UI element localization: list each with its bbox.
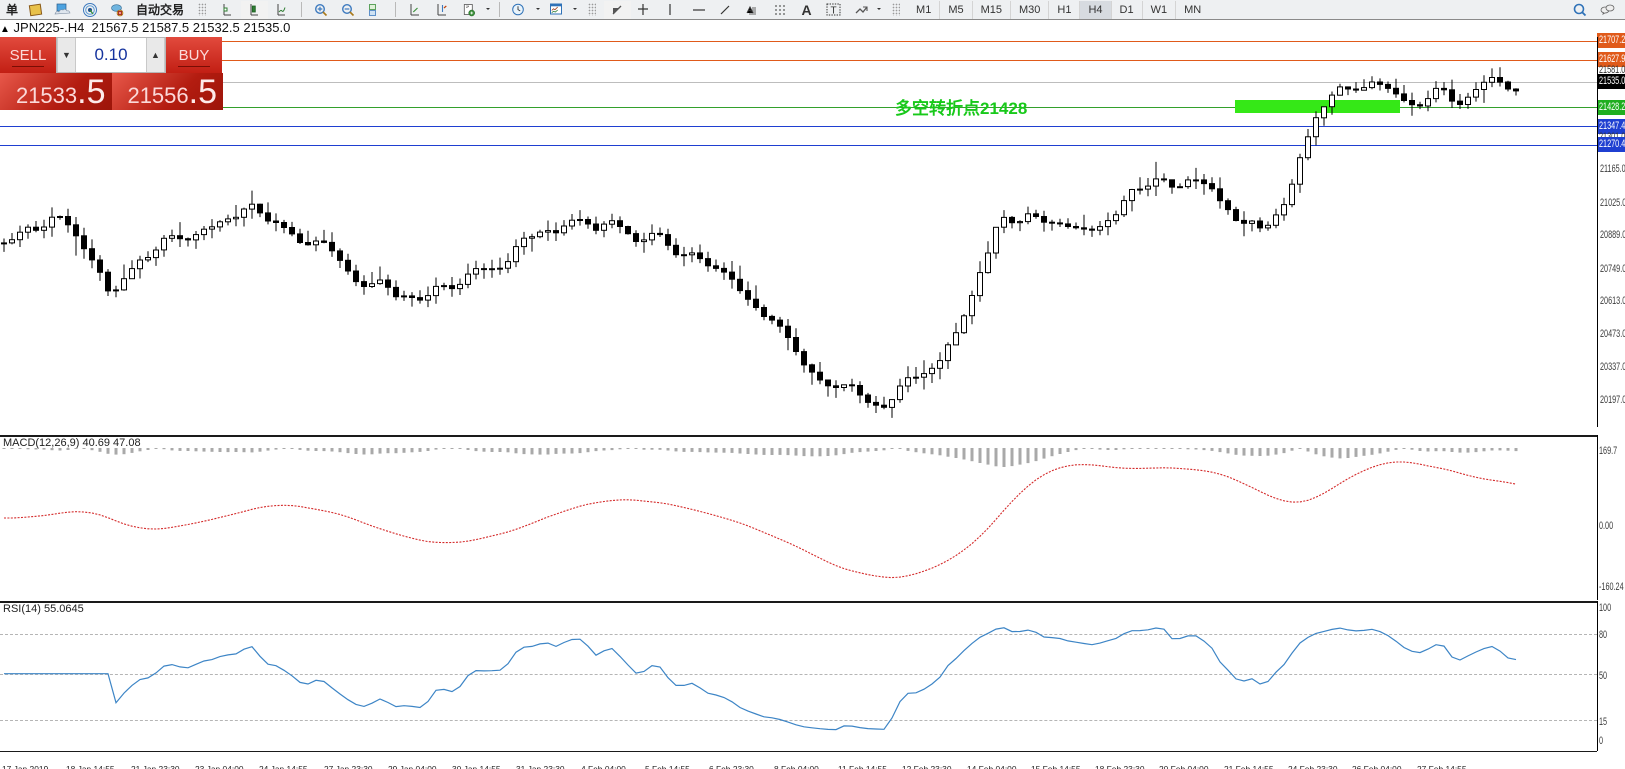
svg-text:T: T [830,5,836,16]
